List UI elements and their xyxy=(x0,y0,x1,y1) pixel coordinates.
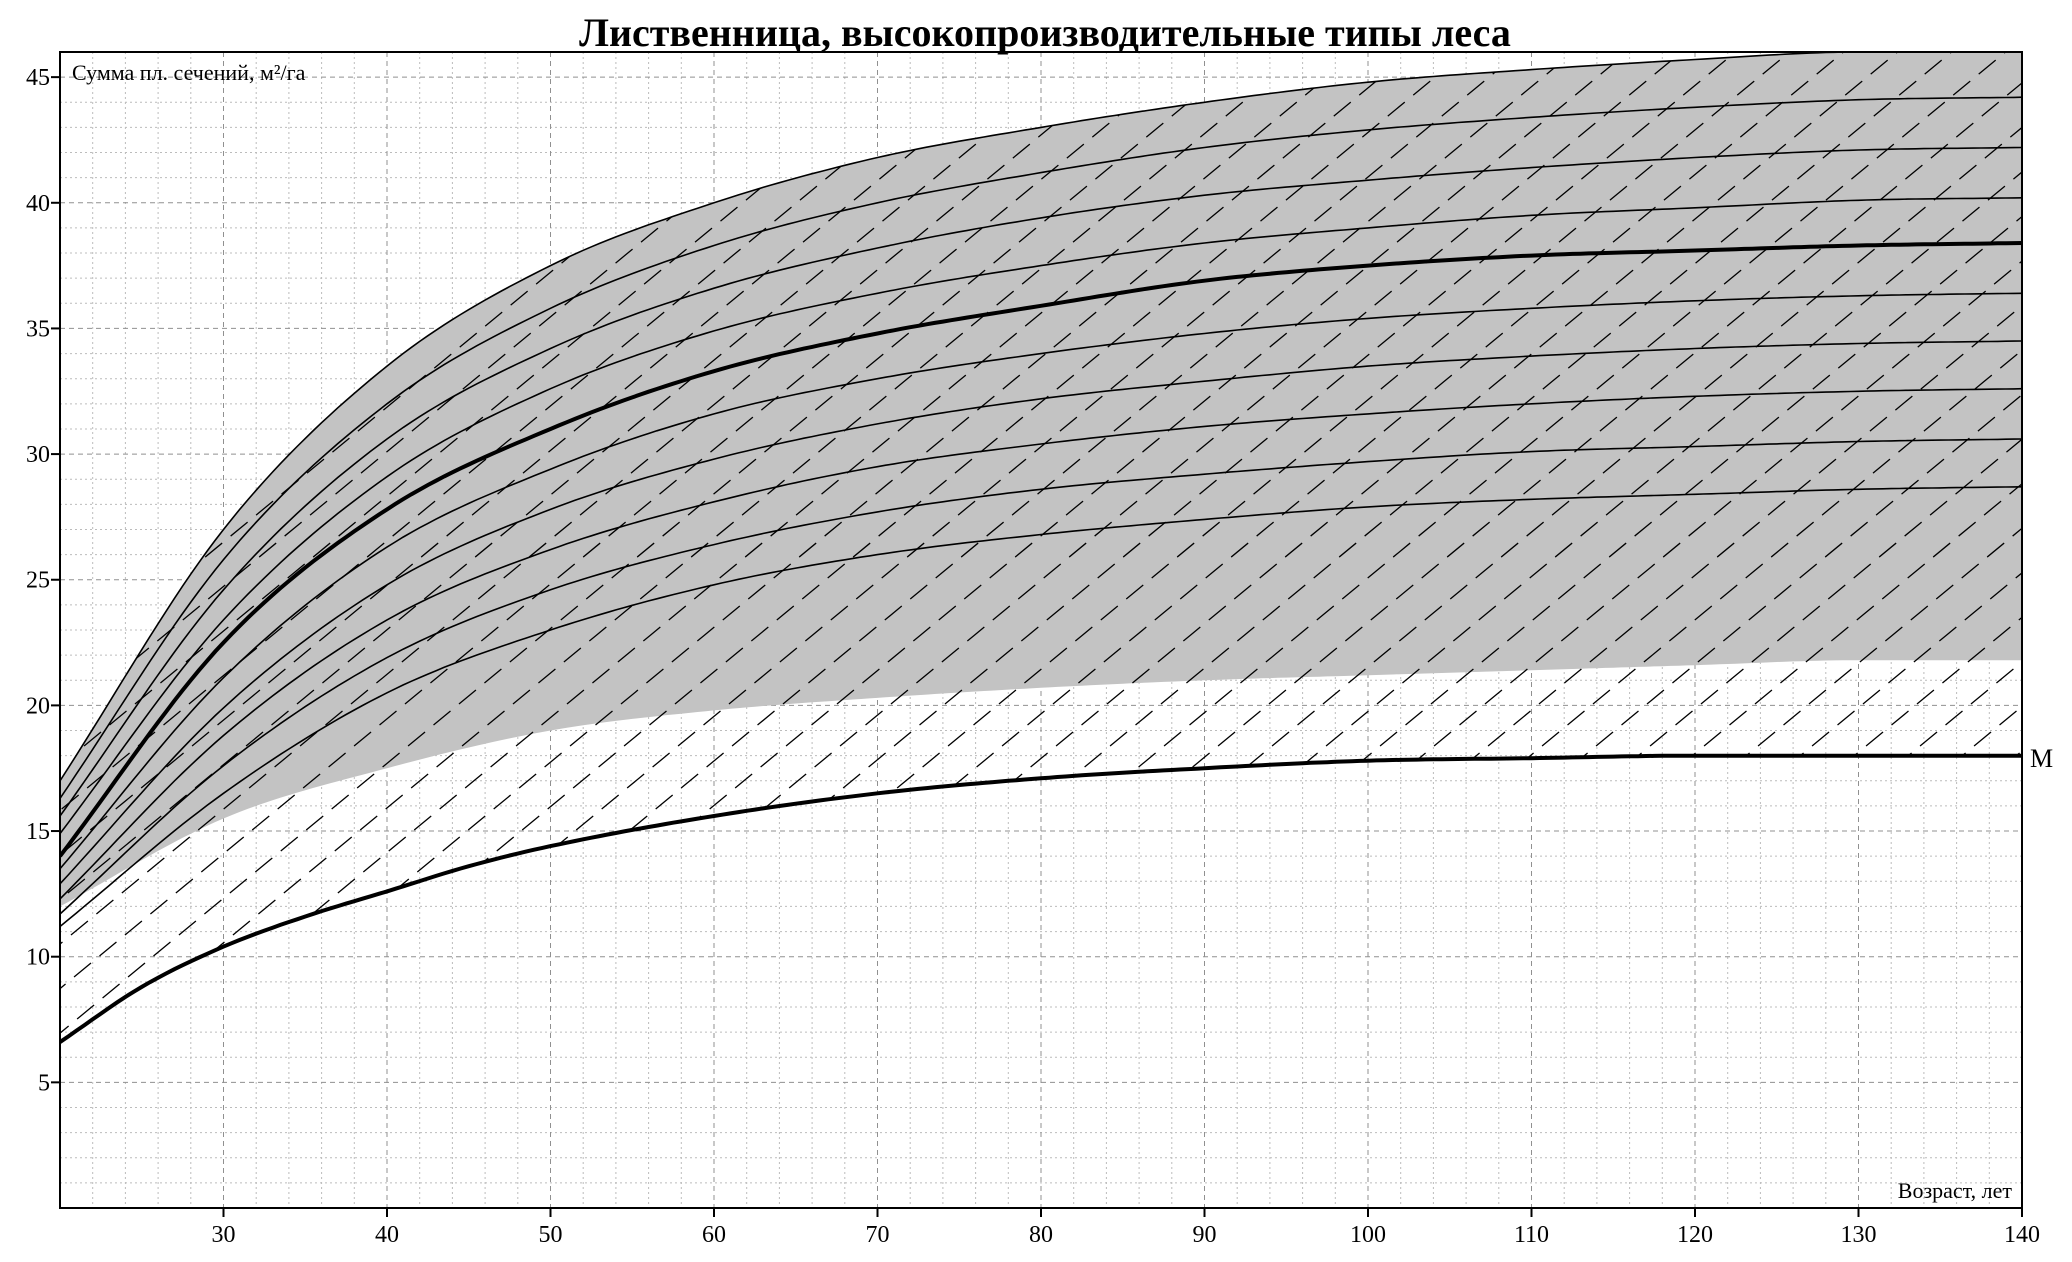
x-tick-label: 140 xyxy=(2004,1222,2040,1248)
hatch-line xyxy=(60,52,1191,1043)
hatch-line xyxy=(60,52,975,1043)
x-tick-label: 60 xyxy=(702,1222,726,1248)
y-tick-label: 20 xyxy=(26,693,50,719)
x-axis-label: Возраст, лет xyxy=(1898,1178,2013,1203)
y-tick-label: 30 xyxy=(26,442,50,468)
y-tick-label: 10 xyxy=(26,945,50,971)
x-tick-label: 130 xyxy=(1841,1222,1877,1248)
series-line-6 xyxy=(60,292,2022,870)
series-line-10 xyxy=(60,486,2022,928)
series-line-8 xyxy=(60,387,2022,900)
series-line-11 xyxy=(60,753,2022,1044)
y-tick-label: 5 xyxy=(38,1070,50,1096)
hatch-line xyxy=(60,52,1137,1043)
hatch-line xyxy=(60,52,1245,1043)
series-line-7 xyxy=(60,340,2022,885)
axis-ticks: 30 40 50 60 70 80 90 100 110 120 130 140 5 10 15 20 25 30… xyxy=(26,65,2040,1248)
series-line-4 xyxy=(60,197,2022,835)
y-tick-label: 15 xyxy=(26,819,50,845)
y-tick-label: 40 xyxy=(26,191,50,217)
series-end-label-m: М xyxy=(2030,744,2053,773)
y-axis-label: Сумма пл. сечений, м²/га xyxy=(72,60,306,85)
series-line-5 xyxy=(60,241,2022,858)
hatch-line xyxy=(60,52,1299,1043)
hatch-line xyxy=(60,52,1029,1043)
series-line-3 xyxy=(60,146,2022,817)
series-line-1 xyxy=(60,52,2022,782)
series-line-2 xyxy=(60,96,2022,799)
x-tick-label: 40 xyxy=(375,1222,399,1248)
x-tick-label: 70 xyxy=(866,1222,890,1248)
x-tick-label: 80 xyxy=(1029,1222,1053,1248)
x-tick-label: 50 xyxy=(539,1222,563,1248)
x-tick-label: 30 xyxy=(212,1222,236,1248)
chart-title: Лиственница, высокопроизводительные типы… xyxy=(579,10,1511,55)
y-tick-label: 35 xyxy=(26,316,50,342)
series-group xyxy=(60,52,2022,1044)
y-tick-label: 25 xyxy=(26,568,50,594)
series-line-9 xyxy=(60,438,2022,915)
x-tick-label: 90 xyxy=(1193,1222,1217,1248)
x-tick-label: 120 xyxy=(1677,1222,1713,1248)
y-tick-label: 45 xyxy=(26,65,50,91)
x-tick-label: 100 xyxy=(1350,1222,1386,1248)
x-tick-label: 110 xyxy=(1514,1222,1549,1248)
